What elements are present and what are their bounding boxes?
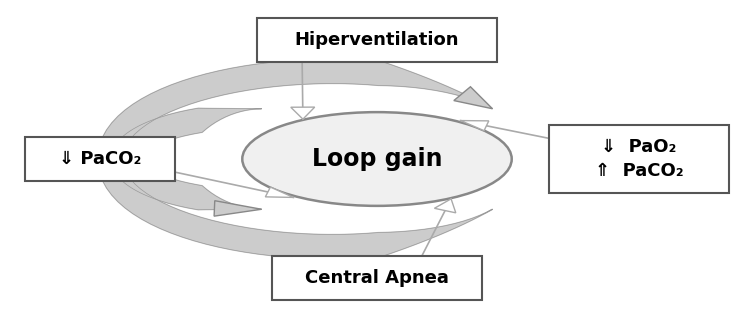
Polygon shape — [454, 87, 492, 109]
Text: Loop gain: Loop gain — [311, 147, 443, 171]
Polygon shape — [98, 59, 492, 259]
FancyBboxPatch shape — [257, 18, 497, 62]
FancyBboxPatch shape — [25, 137, 175, 181]
Text: Central Apnea: Central Apnea — [305, 269, 449, 287]
Polygon shape — [214, 201, 262, 216]
Polygon shape — [461, 121, 489, 131]
FancyBboxPatch shape — [549, 125, 729, 193]
Ellipse shape — [242, 112, 512, 206]
Polygon shape — [265, 187, 293, 197]
Text: Hiperventilation: Hiperventilation — [295, 31, 459, 49]
Text: ⇓ PaCO₂: ⇓ PaCO₂ — [59, 150, 141, 168]
Polygon shape — [111, 108, 262, 210]
FancyBboxPatch shape — [272, 256, 482, 300]
Polygon shape — [291, 107, 314, 119]
Polygon shape — [434, 199, 455, 213]
Text: ⇓  PaO₂
⇑  PaCO₂: ⇓ PaO₂ ⇑ PaCO₂ — [595, 138, 683, 180]
